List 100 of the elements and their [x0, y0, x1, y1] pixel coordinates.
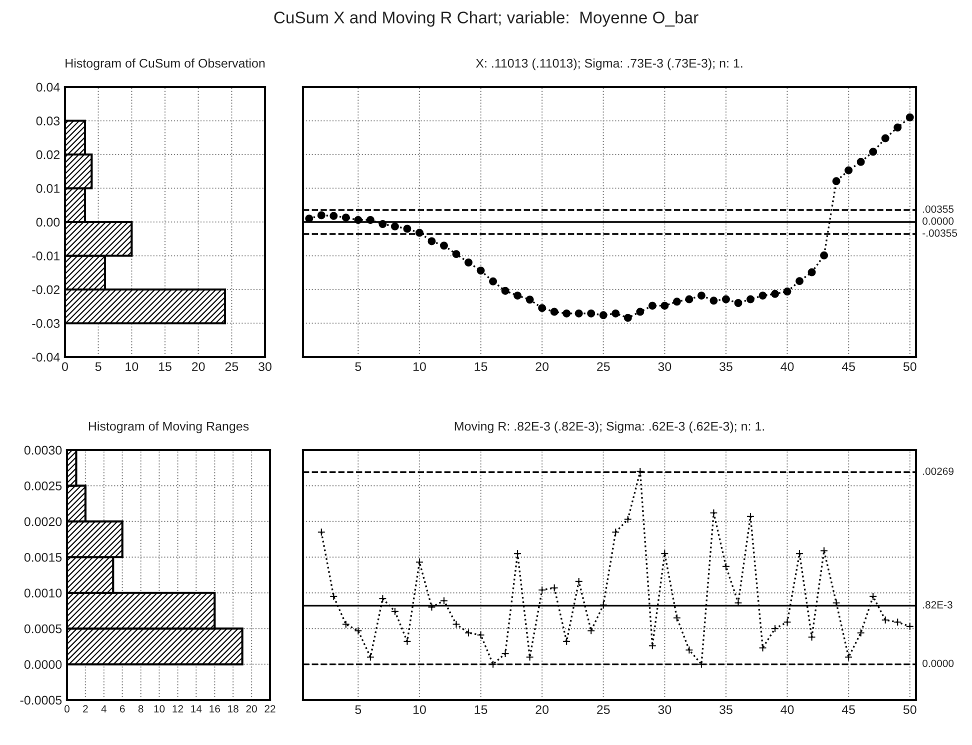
point: [514, 550, 522, 558]
x-tick-label: 8: [138, 705, 144, 713]
chart-title: Histogram of CuSum of Observation: [66, 58, 265, 70]
point: [526, 296, 534, 304]
point: [672, 614, 681, 622]
point: [612, 528, 620, 536]
point: [783, 288, 792, 296]
point: [501, 286, 510, 295]
chart-title: X: .11013 (.11013); Sigma: .73E-3 (.73E-3); n: 1.: [476, 58, 742, 70]
y-tick-label: 0.0015: [24, 552, 62, 562]
point: [771, 624, 779, 633]
point: [562, 309, 571, 318]
point: [514, 292, 522, 300]
x-tick-label: 30: [658, 705, 672, 714]
point: [722, 562, 730, 570]
point: [428, 603, 436, 612]
x-tick-label: 25: [225, 362, 238, 372]
x-tick-label: 6: [120, 705, 125, 713]
x-tick-label: 5: [355, 362, 362, 372]
point: [476, 266, 485, 275]
point: [403, 224, 412, 233]
chart-title: Histogram of Moving Ranges: [88, 421, 249, 434]
point: [856, 158, 865, 166]
point: [317, 528, 326, 536]
point: [378, 594, 387, 603]
y-tick-label: 0.0000: [24, 660, 62, 669]
x-tick-label: 5: [355, 705, 362, 714]
y-tick-label: -0.03: [32, 319, 60, 328]
point: [734, 299, 742, 307]
point: [820, 546, 828, 555]
x-tick-label: 45: [842, 705, 855, 714]
point: [354, 626, 362, 635]
x-tick-label: 0: [62, 362, 68, 372]
point: [342, 620, 350, 628]
x-tick-label: 50: [903, 362, 916, 372]
x-tick-label: 0: [64, 705, 70, 713]
x-tick-label: 18: [228, 705, 238, 713]
x-tick-label: 20: [536, 705, 549, 714]
point: [758, 644, 767, 652]
point: [894, 618, 902, 626]
x-tick-label: 5: [95, 362, 102, 372]
point: [574, 577, 583, 586]
point: [305, 214, 314, 223]
point: [697, 292, 706, 300]
x-tick-label: 35: [719, 705, 732, 714]
y-tick-label: 0.0030: [24, 446, 62, 455]
point: [342, 214, 350, 222]
point: [856, 628, 865, 637]
point: [746, 512, 754, 520]
x-tick-label: 10: [413, 705, 426, 714]
x-tick-label: 50: [903, 705, 916, 714]
y-tick-label: -0.04: [32, 352, 60, 362]
point: [464, 628, 472, 637]
x-tick-label: 25: [597, 705, 610, 714]
x-tick-label: 10: [413, 362, 426, 372]
point: [390, 222, 399, 230]
point: [710, 508, 718, 517]
x-tick-label: 20: [192, 362, 205, 372]
point: [403, 637, 412, 646]
y-tick-label: 0.01: [36, 184, 60, 193]
x-tick-label: 16: [210, 705, 220, 713]
y-tick-label: -0.0005: [20, 696, 62, 705]
point: [844, 166, 853, 174]
y-tick-label: 0.00: [36, 218, 60, 227]
point: [771, 290, 779, 298]
x-tick-label: 20: [246, 705, 257, 713]
x-tick-label: 10: [154, 705, 165, 713]
point: [428, 237, 436, 246]
point: [330, 212, 338, 220]
ref-line-label: .00269: [923, 468, 954, 475]
x-tick-label: 12: [172, 705, 183, 712]
point: [464, 258, 472, 266]
x-tick-label: 35: [719, 362, 732, 372]
point: [440, 242, 448, 250]
point: [636, 467, 644, 476]
point: [330, 592, 338, 600]
ref-line-label: 0.0000: [922, 217, 954, 225]
point: [660, 302, 669, 310]
point: [808, 633, 816, 642]
point: [746, 295, 754, 304]
y-tick-label: 0.0025: [24, 482, 62, 490]
x-tick-label: 45: [842, 362, 855, 372]
text: CuSum X and Moving R Chart; variable: Moyenne O_bar: [274, 11, 698, 27]
y-tick-label: 0.03: [36, 116, 60, 126]
x-tick-label: 40: [780, 362, 794, 372]
point: [758, 292, 767, 300]
point: [869, 148, 878, 156]
point: [501, 650, 510, 658]
point: [452, 250, 460, 258]
ref-line-label: 0.0000: [922, 660, 954, 668]
point: [366, 216, 374, 224]
point: [550, 308, 558, 316]
point: [710, 296, 718, 305]
point: [660, 550, 669, 558]
x-tick-label: 30: [658, 362, 672, 372]
point: [612, 309, 620, 318]
point: [685, 295, 694, 304]
point: [796, 277, 804, 286]
point: [378, 220, 387, 228]
y-tick-label: 0.02: [36, 150, 60, 160]
